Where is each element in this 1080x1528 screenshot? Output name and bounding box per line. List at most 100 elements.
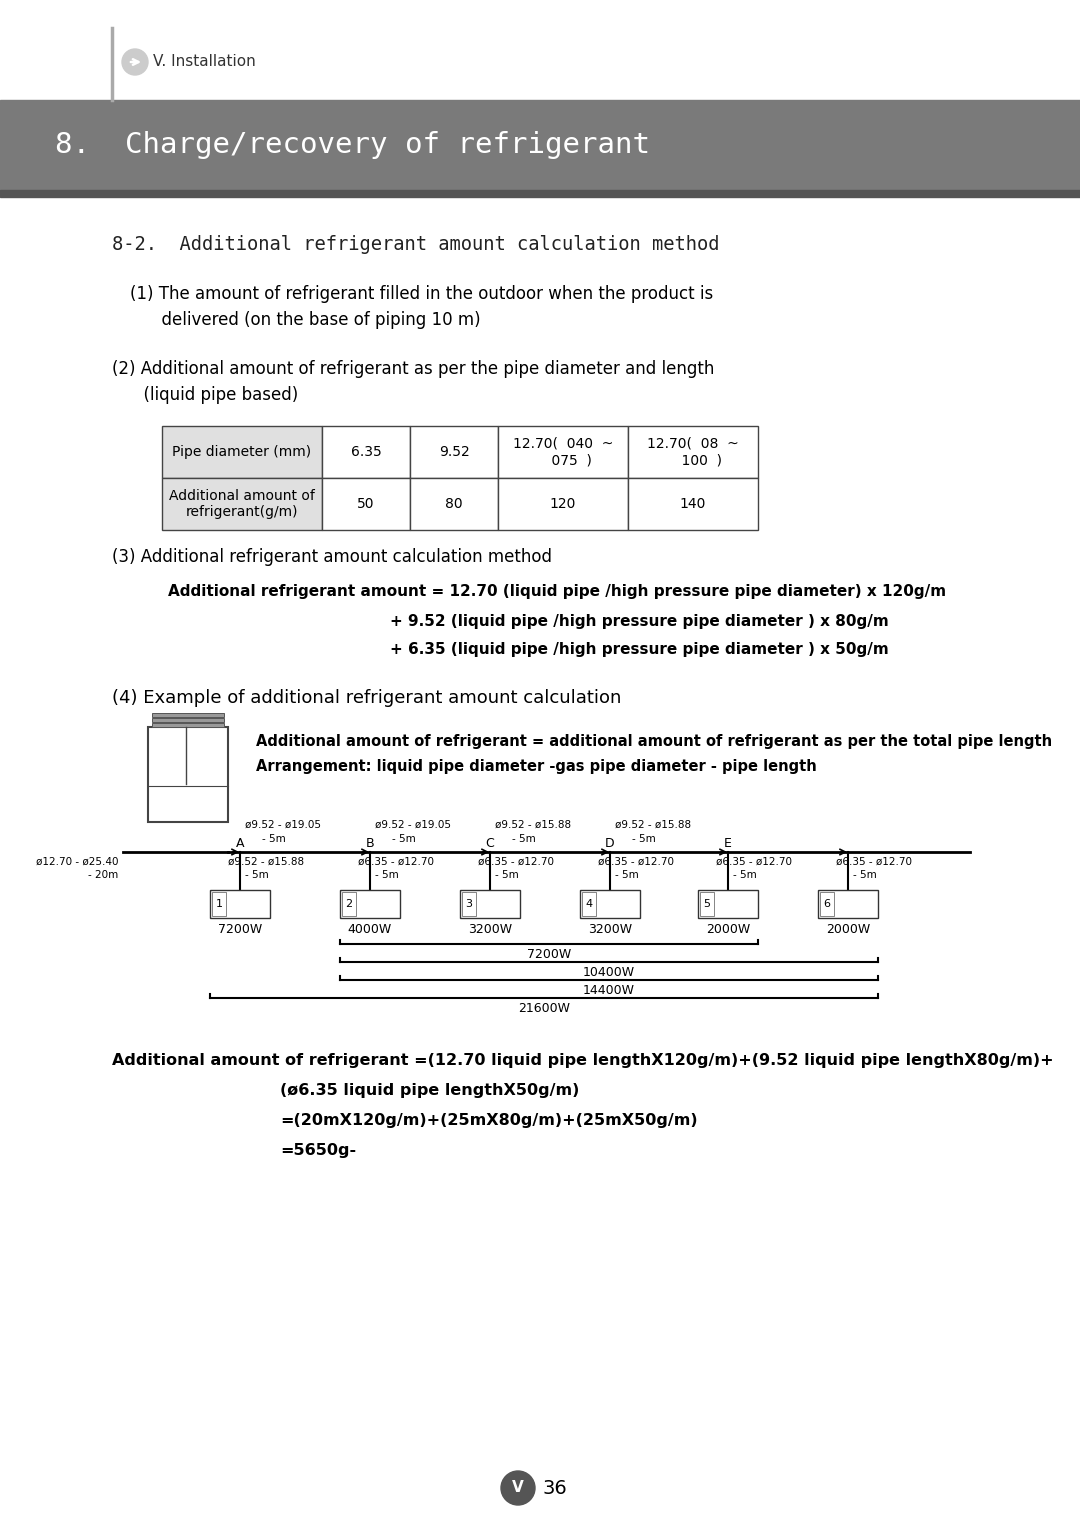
Text: (2) Additional amount of refrigerant as per the pipe diameter and length: (2) Additional amount of refrigerant as … [112, 361, 714, 377]
Text: (1) The amount of refrigerant filled in the outdoor when the product is: (1) The amount of refrigerant filled in … [130, 286, 713, 303]
Bar [580, 889, 640, 918]
Text: 6: 6 [824, 898, 831, 909]
Text: Arrangement: liquid pipe diameter -gas pipe diameter - pipe length: Arrangement: liquid pipe diameter -gas p… [256, 759, 816, 775]
Text: - 5m: - 5m [392, 834, 416, 843]
Text: A: A [235, 837, 244, 850]
Text: V: V [512, 1481, 524, 1496]
Text: delivered (on the base of piping 10 m): delivered (on the base of piping 10 m) [130, 312, 481, 329]
Text: Additional refrigerant amount = 12.70 (liquid pipe /high pressure pipe diameter): Additional refrigerant amount = 12.70 (l… [168, 584, 946, 599]
Bar [498, 478, 627, 530]
Text: 4: 4 [585, 898, 593, 909]
Text: E: E [724, 837, 732, 850]
Bar [210, 889, 270, 918]
Bar [212, 892, 226, 915]
Bar [162, 426, 322, 478]
Text: 7200W: 7200W [218, 923, 262, 937]
Text: 4000W: 4000W [348, 923, 392, 937]
Text: (3) Additional refrigerant amount calculation method: (3) Additional refrigerant amount calcul… [112, 549, 552, 565]
Text: ø6.35 - ø12.70: ø6.35 - ø12.70 [836, 857, 912, 866]
Text: B: B [366, 837, 375, 850]
Text: 12.70(  040  ~
    075  ): 12.70( 040 ~ 075 ) [513, 437, 613, 468]
Bar [462, 892, 476, 915]
Bar [582, 892, 596, 915]
Text: V. Installation: V. Installation [153, 55, 256, 69]
Text: 1: 1 [216, 898, 222, 909]
Text: - 5m: - 5m [853, 869, 877, 880]
Text: (liquid pipe based): (liquid pipe based) [112, 387, 298, 403]
Text: Pipe diameter (mm): Pipe diameter (mm) [173, 445, 311, 458]
Text: 2000W: 2000W [826, 923, 870, 937]
Text: 12.70(  08  ~
    100  ): 12.70( 08 ~ 100 ) [647, 437, 739, 468]
Text: ø9.52 - ø19.05: ø9.52 - ø19.05 [245, 821, 321, 830]
Bar [627, 478, 758, 530]
Text: 36: 36 [542, 1479, 567, 1497]
Text: Additional amount of refrigerant =(12.70 liquid pipe lengthX120g/m)+(9.52 liquid: Additional amount of refrigerant =(12.70… [112, 1053, 1054, 1068]
Text: ø9.52 - ø15.88: ø9.52 - ø15.88 [615, 821, 691, 830]
Text: + 9.52 (liquid pipe /high pressure pipe diameter ) x 80g/m: + 9.52 (liquid pipe /high pressure pipe … [390, 614, 889, 630]
Text: - 20m: - 20m [87, 869, 118, 880]
Circle shape [122, 49, 148, 75]
Bar [698, 889, 758, 918]
Text: - 5m: - 5m [375, 869, 399, 880]
Text: - 5m: - 5m [632, 834, 656, 843]
Bar [700, 892, 714, 915]
Text: - 5m: - 5m [245, 869, 269, 880]
Text: 5: 5 [703, 898, 711, 909]
Text: 120: 120 [550, 497, 577, 510]
Text: ø6.35 - ø12.70: ø6.35 - ø12.70 [478, 857, 554, 866]
Text: 2: 2 [346, 898, 352, 909]
Bar [460, 889, 519, 918]
Text: 140: 140 [679, 497, 706, 510]
Text: (ø6.35 liquid pipe lengthX50g/m): (ø6.35 liquid pipe lengthX50g/m) [280, 1083, 579, 1099]
Text: (4) Example of additional refrigerant amount calculation: (4) Example of additional refrigerant am… [112, 689, 621, 707]
Bar [340, 889, 400, 918]
Text: 8.  Charge/recovery of refrigerant: 8. Charge/recovery of refrigerant [55, 131, 650, 159]
Text: ø6.35 - ø12.70: ø6.35 - ø12.70 [716, 857, 792, 866]
Bar [162, 478, 322, 530]
Text: 3: 3 [465, 898, 473, 909]
Text: Additional amount of
refrigerant(g/m): Additional amount of refrigerant(g/m) [170, 489, 315, 520]
Text: C: C [486, 837, 495, 850]
Text: - 5m: - 5m [615, 869, 638, 880]
Bar [148, 727, 228, 822]
Text: ø9.52 - ø15.88: ø9.52 - ø15.88 [228, 857, 305, 866]
Text: 21600W: 21600W [518, 1002, 570, 1015]
Text: 50: 50 [357, 497, 375, 510]
Bar [410, 426, 498, 478]
Bar [152, 714, 224, 717]
Bar [410, 478, 498, 530]
Text: 2000W: 2000W [706, 923, 751, 937]
Text: - 5m: - 5m [733, 869, 757, 880]
Bar [627, 426, 758, 478]
Text: =5650g-: =5650g- [280, 1143, 356, 1158]
Bar [152, 718, 224, 723]
Bar [0, 189, 1080, 197]
Text: 3200W: 3200W [468, 923, 512, 937]
Text: ø9.52 - ø15.88: ø9.52 - ø15.88 [495, 821, 571, 830]
Text: - 5m: - 5m [512, 834, 536, 843]
Text: 14400W: 14400W [583, 984, 635, 996]
Text: + 6.35 (liquid pipe /high pressure pipe diameter ) x 50g/m: + 6.35 (liquid pipe /high pressure pipe … [390, 642, 889, 657]
Text: ø6.35 - ø12.70: ø6.35 - ø12.70 [357, 857, 434, 866]
Text: ø9.52 - ø19.05: ø9.52 - ø19.05 [375, 821, 451, 830]
Bar [322, 426, 410, 478]
Text: 10400W: 10400W [583, 966, 635, 979]
Bar [152, 723, 224, 727]
Bar [342, 892, 356, 915]
Text: 6.35: 6.35 [351, 445, 381, 458]
Bar [820, 892, 834, 915]
Circle shape [501, 1471, 535, 1505]
Bar [0, 99, 1080, 189]
Text: 8-2.  Additional refrigerant amount calculation method: 8-2. Additional refrigerant amount calcu… [112, 235, 719, 254]
Text: 7200W: 7200W [527, 947, 571, 961]
Text: 80: 80 [445, 497, 463, 510]
Text: ø6.35 - ø12.70: ø6.35 - ø12.70 [598, 857, 674, 866]
Text: 9.52: 9.52 [438, 445, 470, 458]
Text: - 5m: - 5m [262, 834, 286, 843]
Text: - 5m: - 5m [495, 869, 518, 880]
Text: Additional amount of refrigerant = additional amount of refrigerant as per the t: Additional amount of refrigerant = addit… [256, 733, 1052, 749]
Bar [322, 478, 410, 530]
Text: D: D [605, 837, 615, 850]
Text: =(20mX120g/m)+(25mX80g/m)+(25mX50g/m): =(20mX120g/m)+(25mX80g/m)+(25mX50g/m) [280, 1112, 698, 1128]
Bar [818, 889, 878, 918]
